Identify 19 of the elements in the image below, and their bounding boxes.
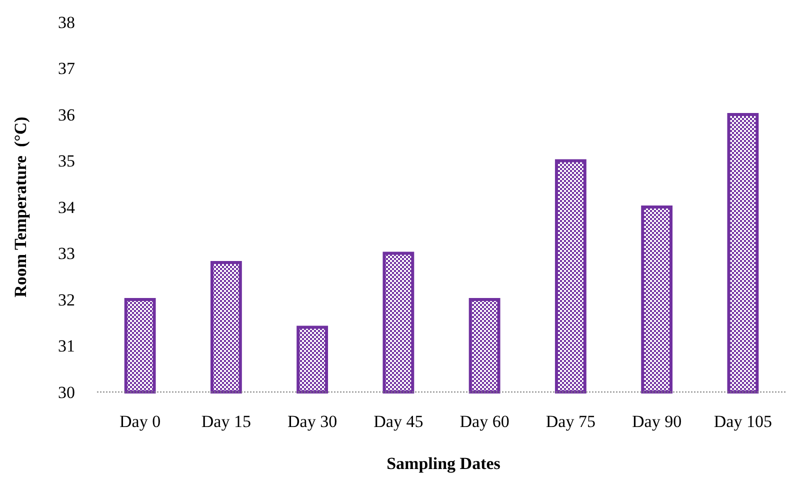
x-tick-label: Day 75 [546,412,596,431]
y-tick-label: 35 [58,152,75,171]
x-tick-label: Day 105 [714,412,772,431]
x-tick-label: Day 15 [201,412,251,431]
y-tick-label: 32 [58,290,75,310]
y-tick-label: 33 [58,244,75,264]
x-tick-label: Day 60 [460,412,510,431]
y-tick-label: 37 [58,59,76,78]
y-tick-label: 31 [58,336,75,356]
y-tick-label: 30 [58,382,75,402]
y-tick-label: 38 [58,12,75,32]
x-tick-label: Day 90 [632,412,682,431]
x-axis-title: Sampling Dates [386,454,501,473]
y-axis-title: Room Temperature (°C) [11,116,30,298]
y-tick-label: 34 [58,198,76,217]
x-tick-label: Day 0 [120,412,161,431]
y-tick-label: 36 [58,105,75,124]
x-tick-label: Day 30 [288,412,338,431]
x-tick-label: Day 45 [374,412,424,431]
